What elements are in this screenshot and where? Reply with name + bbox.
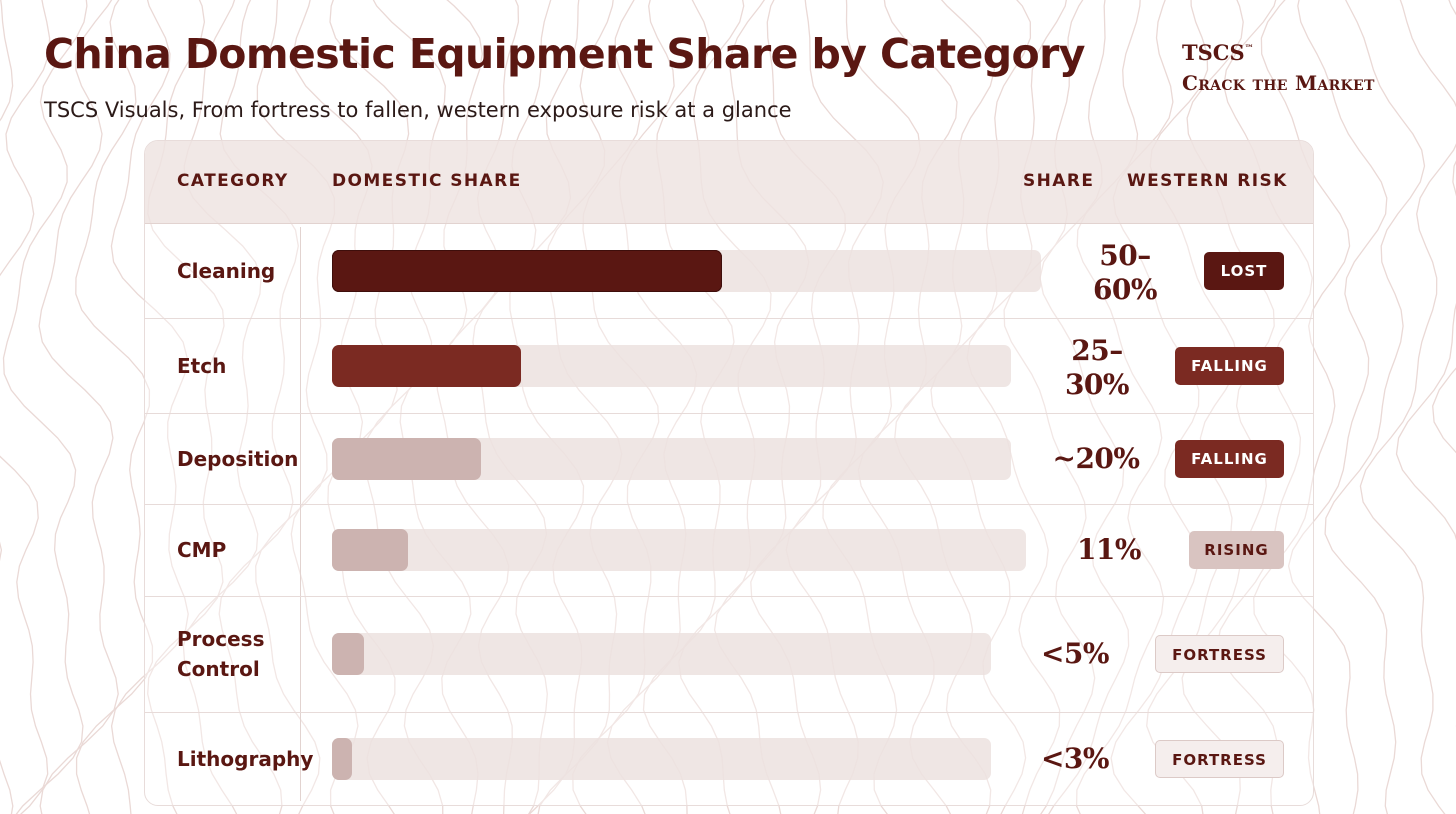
- category-label: Cleaning: [177, 259, 276, 283]
- share-value-label: 50– 60%: [1092, 239, 1158, 306]
- share-value-label: ~20%: [1052, 442, 1140, 475]
- category-label: Lithography: [177, 747, 314, 771]
- contour-line: [857, 0, 958, 814]
- contour-line: [1216, 0, 1313, 814]
- share-value-label: <5%: [1040, 637, 1110, 670]
- page-title: China Domestic Equipment Share by Catego…: [44, 30, 1085, 78]
- contour-line: [1395, 0, 1456, 727]
- table-row: Lithography <3% FORTRESS: [145, 712, 1313, 805]
- share-bar-track: [332, 438, 1011, 480]
- contour-line: [2, 0, 88, 814]
- contour-line: [678, 0, 772, 814]
- brand-name: TSCS: [1182, 40, 1245, 65]
- contour-line: [1181, 0, 1275, 814]
- share-bar-track: [332, 345, 1011, 387]
- contour-line: [966, 0, 1067, 814]
- contour-line: [290, 0, 373, 814]
- contour-line: [147, 0, 225, 814]
- table-row: Deposition ~20% FALLING: [145, 413, 1313, 505]
- contour-line: [218, 0, 299, 814]
- contour-line: [1110, 0, 1200, 814]
- contour-line: [1039, 0, 1130, 814]
- contour-line: [182, 0, 262, 814]
- contour-line: [1003, 0, 1096, 814]
- contour-line: [1324, 0, 1426, 814]
- share-bar-track: [332, 738, 991, 780]
- contour-line: [785, 0, 884, 814]
- share-bar: [332, 529, 408, 571]
- share-table: CATEGORY DOMESTIC SHARE SHARE WESTERN RI…: [144, 140, 1314, 806]
- contour-line: [822, 0, 921, 814]
- share-bar: [332, 633, 364, 675]
- table-row: Etch 25– 30% FALLING: [145, 318, 1313, 414]
- contour-line: [930, 0, 1032, 814]
- share-bar-track: [332, 250, 1041, 292]
- category-label: CMP: [177, 538, 227, 562]
- contour-line: [537, 0, 623, 814]
- brand-logo: TSCS™ Crack the Market: [1182, 34, 1375, 98]
- contour-line: [110, 0, 189, 814]
- contour-line: [1075, 0, 1165, 814]
- contour-line: [642, 0, 735, 814]
- contour-line: [436, 0, 520, 814]
- contour-line: [399, 0, 483, 814]
- contour-line: [0, 0, 14, 814]
- contour-line: [713, 0, 810, 814]
- share-value-label: <3%: [1040, 742, 1110, 775]
- share-bar: [332, 250, 722, 292]
- contour-line: [894, 0, 996, 814]
- share-value-label: 11%: [1076, 533, 1142, 566]
- column-header-western-risk: WESTERN RISK: [1127, 171, 1288, 191]
- contour-line: [572, 0, 660, 814]
- western-risk-badge: RISING: [1189, 531, 1284, 569]
- contour-line: [509, 0, 585, 814]
- column-header-category: CATEGORY: [177, 171, 289, 191]
- table-row: Process Control <5% FORTRESS: [145, 596, 1313, 713]
- share-value-label: 25– 30%: [1064, 334, 1130, 401]
- trademark-mark: ™: [1244, 44, 1254, 54]
- western-risk-badge: FALLING: [1175, 440, 1284, 478]
- brand-name-line: TSCS™: [1182, 34, 1375, 68]
- share-bar-track: [332, 633, 991, 675]
- category-divider: [300, 227, 301, 801]
- table-header: CATEGORY DOMESTIC SHARE SHARE WESTERN RI…: [145, 141, 1313, 224]
- column-header-share: SHARE: [1023, 171, 1095, 191]
- contour-line: [0, 0, 51, 814]
- page-subtitle: TSCS Visuals, From fortress to fallen, w…: [44, 98, 792, 122]
- western-risk-badge: FORTRESS: [1155, 740, 1284, 778]
- category-label: Deposition: [177, 447, 299, 471]
- western-risk-badge: LOST: [1204, 252, 1284, 290]
- category-label: Etch: [177, 354, 227, 378]
- contour-line: [750, 0, 847, 814]
- contour-line: [1432, 367, 1456, 454]
- category-label: Process Control: [177, 627, 265, 681]
- western-risk-badge: FORTRESS: [1155, 635, 1284, 673]
- brand-tagline: Crack the Market: [1182, 71, 1375, 95]
- contour-line: [1359, 0, 1456, 814]
- contour-line: [255, 0, 336, 814]
- share-bar: [332, 438, 481, 480]
- contour-line: [1287, 0, 1388, 814]
- contour-line: [1253, 0, 1351, 814]
- contour-line: [1146, 0, 1238, 814]
- contour-line: [363, 0, 446, 814]
- column-header-domestic-share: DOMESTIC SHARE: [332, 171, 522, 191]
- contour-line: [75, 0, 154, 814]
- contour-line: [38, 0, 119, 814]
- contour-line: [472, 0, 552, 814]
- table-row: Cleaning 50– 60% LOST: [145, 223, 1313, 319]
- share-bar: [332, 738, 352, 780]
- share-bar: [332, 345, 521, 387]
- table-row: CMP 11% RISING: [145, 504, 1313, 597]
- western-risk-badge: FALLING: [1175, 347, 1284, 385]
- share-bar-track: [332, 529, 1026, 571]
